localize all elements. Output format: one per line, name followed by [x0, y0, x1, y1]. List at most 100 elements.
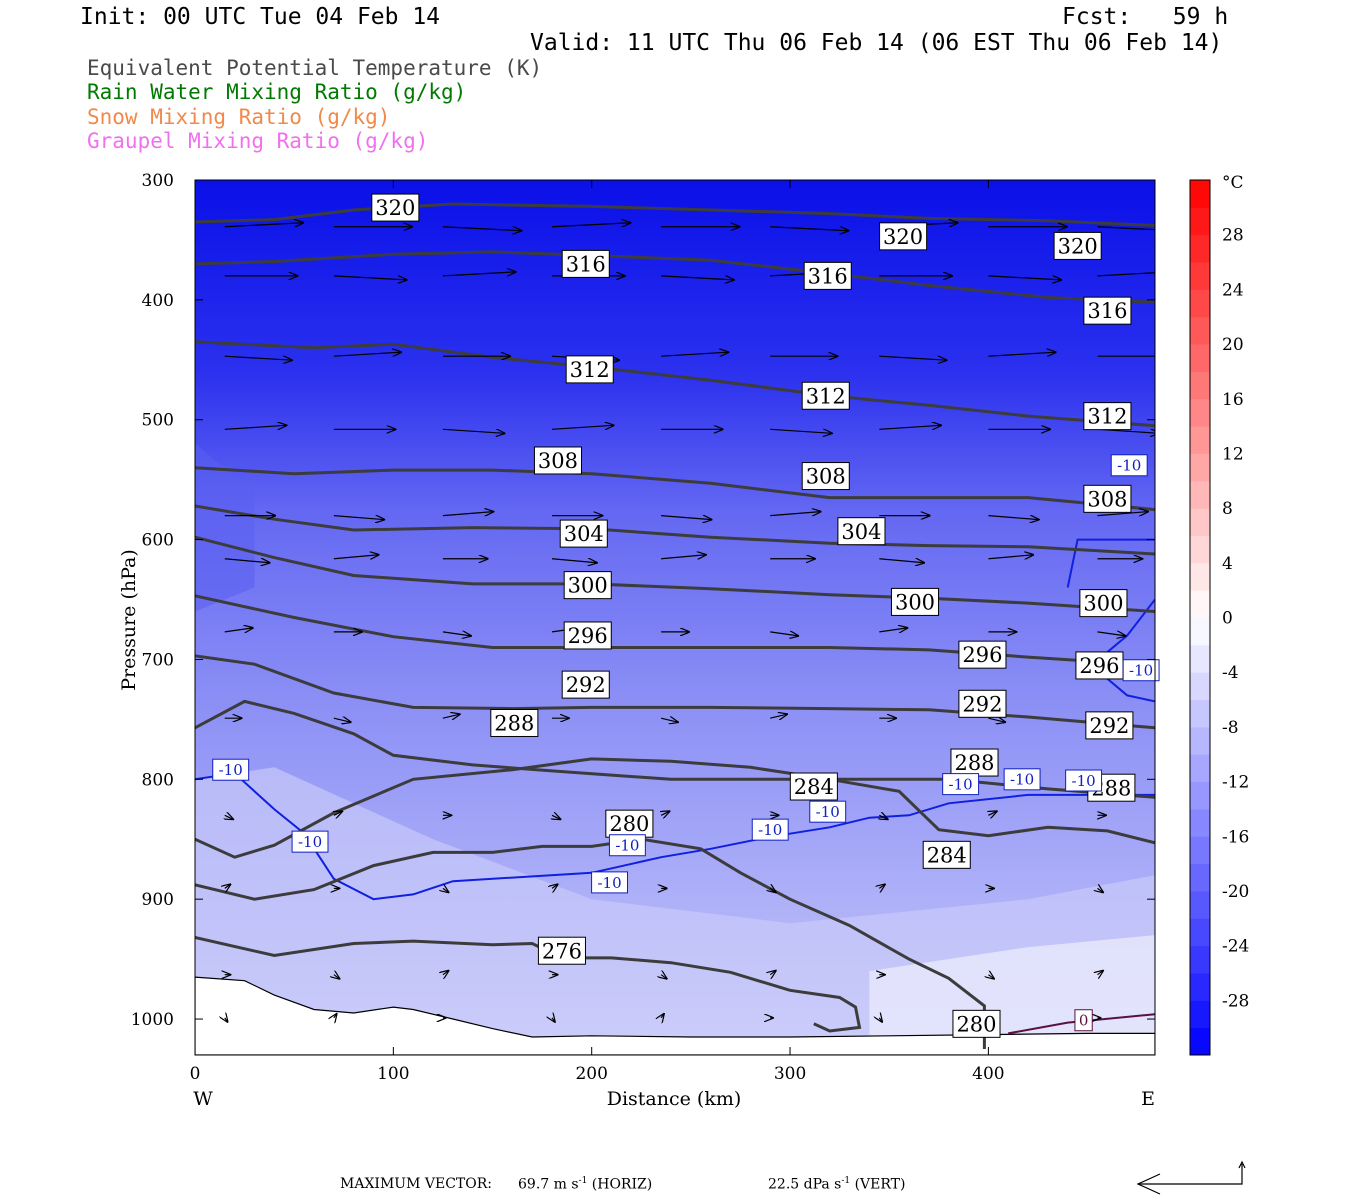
wind-vector-arrow [770, 512, 820, 516]
label-box [1083, 484, 1132, 513]
max-vector-arrow-icon [1136, 1160, 1246, 1195]
x-axis-right-end-label: E [1141, 1088, 1155, 1110]
label-text: 292 [1089, 714, 1129, 738]
y-axis-label: Pressure (hPa) [118, 549, 140, 691]
label-text: 316 [808, 264, 848, 288]
wind-vector-arrow [661, 1014, 664, 1018]
label-text: 308 [538, 449, 578, 473]
label-text: 288 [494, 712, 534, 736]
theta-e-label-316: 316 [1083, 296, 1132, 325]
wind-vector-arrow [879, 815, 887, 819]
wind-vector-arrow [988, 516, 1038, 520]
colorbar-segment [1190, 262, 1210, 290]
wind-vector-arrow [443, 888, 449, 892]
colorbar-segment [1190, 726, 1210, 755]
theta-e-label-280: 280 [952, 1009, 1001, 1038]
label-text: 312 [570, 358, 610, 382]
forecast-hour: Fcst: 59 h [1062, 4, 1229, 30]
label-text: -10 [758, 821, 782, 839]
wind-vector-arrow [879, 628, 907, 632]
label-box [537, 936, 586, 965]
colorbar-tick-label: -8 [1222, 718, 1239, 738]
wind-vector-arrow [224, 628, 253, 632]
colorbar-segment [1190, 207, 1210, 236]
y-tick-label: 500 [142, 411, 174, 431]
legend-rain-water: Rain Water Mixing Ratio (g/kg) [87, 80, 467, 104]
theta-e-label-288: 288 [490, 708, 539, 737]
label-box [561, 670, 610, 699]
wind-vector-arrow [551, 559, 597, 563]
colorbar-segment [1190, 316, 1210, 345]
label-box [958, 689, 1007, 718]
theta-e-contour-316 [195, 250, 1155, 304]
isotherm-label-zero: 0 [1074, 1009, 1093, 1032]
colorbar-tick-label: 20 [1222, 335, 1244, 355]
label-text: -10 [597, 874, 621, 892]
max-horiz-tag: (HORIZ) [591, 1176, 653, 1193]
wind-vector-arrow [1097, 272, 1155, 277]
colorbar-segment [1190, 562, 1210, 591]
isotherm-zero-line [1008, 1013, 1155, 1035]
label-box [958, 640, 1007, 669]
label-text: -10 [219, 761, 243, 779]
colorbar-unit: °C [1222, 173, 1244, 193]
y-tick-label: 300 [142, 171, 174, 191]
label-text: -10 [1010, 771, 1034, 789]
label-box [1003, 768, 1041, 791]
theta-e-label-296: 296 [1075, 651, 1124, 680]
colorbar-tick-label: -12 [1222, 773, 1249, 793]
wind-vector-arrow [442, 226, 521, 231]
wind-vector-arrow [879, 559, 924, 563]
isotherm-label-minus10: -10 [1003, 768, 1041, 791]
label-box [563, 621, 612, 650]
wind-vector-arrow [225, 884, 231, 888]
wind-vector-arrow [442, 632, 471, 636]
label-text: -10 [816, 803, 840, 821]
label-box [1085, 711, 1134, 740]
wind-vector-arrow [988, 718, 1005, 722]
theta-e-label-300: 300 [890, 587, 940, 616]
label-text: 292 [566, 673, 606, 697]
colorbar-segment [1190, 1027, 1210, 1056]
colorbar-tick-label: 16 [1222, 390, 1244, 410]
colorbar-segment [1190, 398, 1210, 427]
label-text: 296 [568, 624, 608, 648]
label-text: 296 [962, 643, 1002, 667]
max-vert-exp: -1 [841, 1176, 851, 1186]
cold-pocket-shade [195, 443, 255, 612]
axes: 300 400 500 600 700 800 900 1000 0 100 200 300 400 [131, 171, 1155, 1084]
label-text: 308 [806, 465, 846, 489]
colorbar-segment [1190, 590, 1210, 618]
label-box [789, 772, 838, 801]
label-box [565, 355, 614, 384]
colorbar-segment [1190, 508, 1210, 536]
label-box [559, 519, 608, 548]
legend-graupel: Graupel Mixing Ratio (g/kg) [87, 129, 429, 153]
colorbar-segment [1190, 344, 1210, 372]
label-box [837, 517, 886, 546]
y-tick-label: 700 [142, 650, 174, 670]
wind-vector-arrow [224, 223, 303, 228]
wind-vector-arrow [224, 425, 287, 430]
colorbar-segment [1190, 754, 1210, 783]
x-tick-label: 0 [190, 1064, 201, 1084]
wind-vector-arrow [334, 811, 342, 815]
theta-e-contour-284 [195, 757, 1155, 859]
label-box [801, 381, 850, 410]
wind-vector-arrow [661, 516, 711, 520]
isotherm-label-minus10: -10 [291, 830, 329, 853]
label-box [490, 708, 539, 737]
colorbar-tick-label: 4 [1222, 554, 1233, 574]
label-text: 316 [1087, 299, 1127, 323]
label-text: -10 [1117, 457, 1141, 475]
wind-vector-arrow [988, 352, 1055, 357]
theta-e-label-292: 292 [561, 670, 610, 699]
x-tick-label: 400 [972, 1064, 1004, 1084]
label-text: 308 [1087, 487, 1127, 511]
theta-e-label-304: 304 [559, 519, 608, 548]
label-text: 292 [962, 692, 1002, 716]
theta-e-label-320: 320 [1053, 231, 1102, 260]
max-horiz-value: 69.7 [518, 1176, 550, 1193]
colorbar-segment [1190, 918, 1210, 947]
